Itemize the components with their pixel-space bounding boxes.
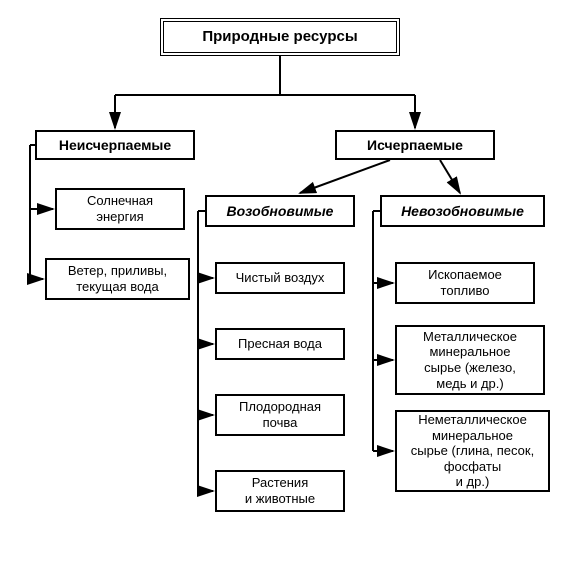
leaf-metallic-minerals: Металлическоеминеральноесырье (железо,ме…: [395, 325, 545, 395]
root-label: Природные ресурсы: [202, 28, 357, 46]
category-inexhaustible: Неисчерпаемые: [35, 130, 195, 160]
category-label: Исчерпаемые: [367, 137, 463, 154]
leaf-fossil-fuel: Ископаемоетопливо: [395, 262, 535, 304]
leaf-label: Пресная вода: [238, 336, 322, 352]
leaf-wind-tides-water: Ветер, приливы,текущая вода: [45, 258, 190, 300]
subcategory-nonrenewable: Невозобновимые: [380, 195, 545, 227]
leaf-label: Растенияи животные: [245, 475, 315, 506]
leaf-fresh-water: Пресная вода: [215, 328, 345, 360]
leaf-label: Ископаемоетопливо: [428, 267, 502, 298]
subcategory-renewable: Возобновимые: [205, 195, 355, 227]
category-label: Неисчерпаемые: [59, 137, 171, 154]
category-exhaustible: Исчерпаемые: [335, 130, 495, 160]
leaf-solar-energy: Солнечнаяэнергия: [55, 188, 185, 230]
leaf-label: Солнечнаяэнергия: [87, 193, 153, 224]
diagram-canvas: Природные ресурсы Неисчерпаемые Солнечна…: [0, 0, 573, 587]
leaf-fertile-soil: Плодороднаяпочва: [215, 394, 345, 436]
root-node: Природные ресурсы: [160, 18, 400, 56]
subcategory-label: Невозобновимые: [401, 203, 524, 220]
leaf-plants-animals: Растенияи животные: [215, 470, 345, 512]
leaf-nonmetallic-minerals: Неметаллическоеминеральноесырье (глина, …: [395, 410, 550, 492]
leaf-label: Ветер, приливы,текущая вода: [68, 263, 167, 294]
leaf-label: Неметаллическоеминеральноесырье (глина, …: [411, 412, 534, 490]
subcategory-label: Возобновимые: [227, 203, 334, 220]
leaf-label: Металлическоеминеральноесырье (железо,ме…: [423, 329, 517, 391]
leaf-label: Плодороднаяпочва: [239, 399, 321, 430]
leaf-clean-air: Чистый воздух: [215, 262, 345, 294]
leaf-label: Чистый воздух: [236, 270, 325, 286]
